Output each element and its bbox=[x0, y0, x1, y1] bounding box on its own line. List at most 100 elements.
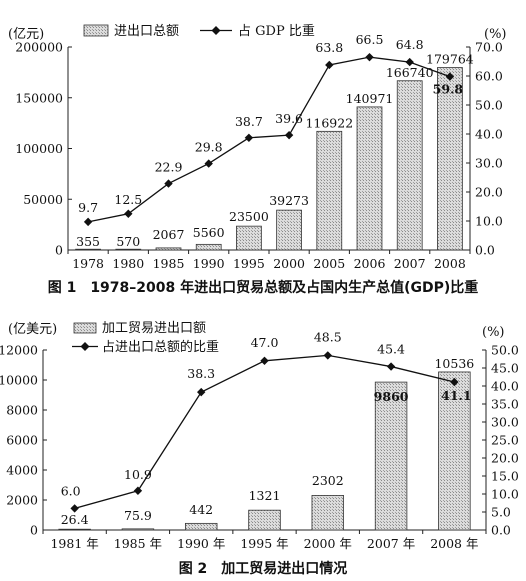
chart1-left-tick-label: 100000 bbox=[15, 141, 63, 156]
chart1-line-label: 22.9 bbox=[155, 160, 183, 175]
chart2-line-label: 47.0 bbox=[251, 335, 279, 350]
chart1-line-label: 63.8 bbox=[315, 40, 343, 55]
chart2-right-tick-label: 0.0 bbox=[491, 523, 511, 538]
chart1-right-tick-label: 60.0 bbox=[475, 69, 503, 84]
chart1-line-label: 66.5 bbox=[356, 32, 384, 47]
chart2-right-tick-label: 35.0 bbox=[491, 397, 519, 412]
chart2-bar bbox=[374, 381, 408, 531]
chart1-bar-label: 140971 bbox=[346, 91, 394, 106]
chart1-line-point bbox=[164, 179, 173, 188]
chart2-bar bbox=[184, 522, 218, 531]
chart2-legend-bar-swatch bbox=[73, 322, 97, 334]
chart2-x-tick-label: 1995 年 bbox=[240, 536, 288, 551]
chart1-x-tick-label: 1980 bbox=[112, 256, 144, 271]
chart1-right-tick-label: 10.0 bbox=[475, 214, 503, 229]
chart1-right-tick-label: 70.0 bbox=[475, 40, 503, 55]
chart2-legend: 加工贸易进出口额 占进出口总额的比重 bbox=[72, 321, 219, 355]
chart1-bar bbox=[316, 130, 343, 251]
chart1-right-tick-label: 50.0 bbox=[475, 98, 503, 113]
chart1-bar bbox=[195, 243, 222, 251]
chart2-right-tick-label: 50.0 bbox=[491, 343, 519, 358]
chart1-line-point bbox=[204, 159, 213, 168]
chart2-line-label: 41.1 bbox=[441, 388, 471, 403]
chart2-legend-line-label: 占进出口总额的比重 bbox=[102, 339, 219, 355]
chart2-x-tick-label: 2007 年 bbox=[367, 536, 415, 551]
chart1-bar-label: 570 bbox=[116, 234, 140, 249]
chart1-line-point bbox=[325, 60, 334, 70]
chart2-line-label: 38.3 bbox=[187, 366, 215, 381]
chart1-line: 9.7 12.5 22.9 29.8 38.7 39.6 63.8 66.5 64.8 59.8 bbox=[78, 32, 464, 227]
chart1-line-label: 59.8 bbox=[433, 82, 464, 97]
chart2-line-label: 48.5 bbox=[314, 329, 342, 344]
chart1-legend-line-label: 占 GDP 比重 bbox=[238, 23, 315, 39]
chart1-x-tick-label: 2006 bbox=[354, 256, 386, 271]
chart2-left-tick-label: 4000 bbox=[6, 463, 38, 478]
chart2-line-point bbox=[197, 387, 206, 397]
chart1-line-label: 39.6 bbox=[275, 111, 303, 126]
chart2-right-tick-label: 20.0 bbox=[491, 451, 519, 466]
chart1-left-tick-label: 150000 bbox=[15, 90, 63, 105]
chart1-left-unit: (亿元) bbox=[8, 27, 44, 42]
chart2-bar-label: 75.9 bbox=[124, 508, 152, 523]
chart2-left-unit: (亿美元) bbox=[8, 322, 57, 337]
chart1-bar bbox=[236, 225, 262, 251]
chart2-x-tick-label: 1990 年 bbox=[177, 536, 225, 551]
chart2-left-tick-label: 12000 bbox=[0, 343, 38, 358]
chart1-left-tick-label: 50000 bbox=[23, 192, 63, 207]
chart2-x-tick-label: 1981 年 bbox=[50, 536, 98, 551]
chart2-legend-line-marker bbox=[80, 342, 90, 351]
chart1-bar-label: 23500 bbox=[229, 209, 269, 224]
chart1-right-tick-label: 20.0 bbox=[475, 185, 503, 200]
chart2-x-tick-label: 1985 年 bbox=[114, 536, 162, 551]
chart-1: (亿元) (%) 进出口总额 占 GDP 比重 0 50000 100000 1500… bbox=[8, 23, 507, 296]
chart2-x-tick-label: 2008 年 bbox=[430, 536, 478, 551]
chart1-bar-label: 2067 bbox=[153, 227, 185, 242]
chart2-line-label: 6.0 bbox=[61, 483, 81, 498]
chart2-caption: 图 2 加工贸易进出口情况 bbox=[179, 560, 348, 577]
chart2-bar-label: 1321 bbox=[249, 488, 281, 503]
chart1-line-label: 9.7 bbox=[78, 200, 98, 215]
chart1-x-tick-label: 2005 bbox=[313, 256, 345, 271]
chart1-x-tick-label: 2007 bbox=[394, 256, 426, 271]
chart1-line-point bbox=[124, 209, 133, 218]
chart2-left-tick-label: 0 bbox=[30, 523, 38, 538]
chart2-line-point bbox=[260, 356, 269, 365]
chart1-bar bbox=[276, 209, 302, 251]
chart1-line-point bbox=[365, 52, 374, 62]
chart2-left-tick-label: 2000 bbox=[6, 493, 38, 508]
chart1-bar bbox=[115, 248, 142, 251]
chart2-bar bbox=[248, 509, 281, 531]
chart1-x-tick-label: 1985 bbox=[153, 256, 185, 271]
chart1-right-tick-label: 30.0 bbox=[475, 156, 503, 171]
chart2-bar bbox=[121, 528, 155, 531]
chart2-right-tick-label: 30.0 bbox=[491, 415, 519, 430]
chart1-bar bbox=[356, 106, 383, 251]
chart2-line-point bbox=[133, 486, 143, 495]
chart2-line: 6.0 10.9 38.3 47.0 48.5 45.4 41.1 bbox=[61, 329, 472, 513]
chart1-line-label: 64.8 bbox=[396, 37, 424, 52]
chart2-left-tick-label: 6000 bbox=[6, 433, 38, 448]
chart2-left-tick-label: 8000 bbox=[6, 403, 38, 418]
chart1-bar-label: 166740 bbox=[386, 65, 434, 80]
chart1-legend-bar-swatch bbox=[83, 24, 109, 37]
chart1-bar-label: 116922 bbox=[305, 115, 353, 130]
chart1-line-path bbox=[87, 56, 451, 223]
chart2-right-tick-label: 15.0 bbox=[491, 469, 519, 484]
chart1-line-label: 29.8 bbox=[195, 140, 223, 155]
chart2-right-tick-label: 10.0 bbox=[491, 487, 519, 502]
chart2-right-tick-label: 5.0 bbox=[491, 505, 511, 520]
chart2-line-point bbox=[323, 351, 332, 360]
chart1-right-tick-label: 0.0 bbox=[475, 243, 495, 258]
chart1-right-unit: (%) bbox=[484, 27, 507, 42]
chart1-x-tick-label: 1995 bbox=[233, 256, 265, 271]
chart2-bar-label: 9860 bbox=[374, 389, 409, 404]
chart1-line-point bbox=[284, 130, 294, 140]
chart1-x-tick-label: 2000 bbox=[273, 256, 305, 271]
chart1-line-point bbox=[83, 217, 93, 227]
chart1-line-point bbox=[405, 57, 414, 67]
chart1-bar bbox=[396, 80, 423, 251]
chart1-legend-line-marker bbox=[211, 26, 221, 35]
chart1-x-tick-label: 1990 bbox=[193, 256, 225, 271]
